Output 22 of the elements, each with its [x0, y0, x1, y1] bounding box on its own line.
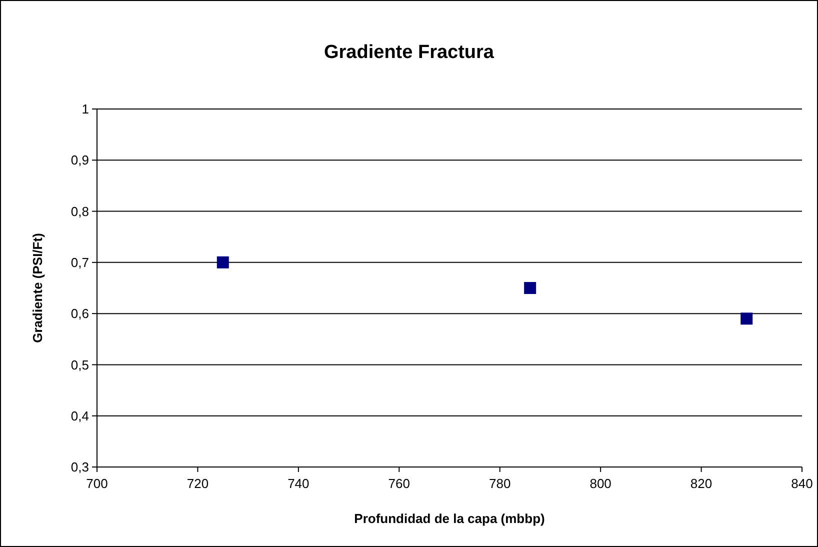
- y-tick-label: 0,4: [70, 408, 89, 424]
- y-tick-label: 0,3: [70, 460, 89, 475]
- x-tick-label: 820: [690, 476, 712, 491]
- x-tick-label: 780: [489, 476, 511, 491]
- y-tick-label: 0,8: [70, 204, 89, 219]
- point: [524, 282, 536, 294]
- y-tick-label: 0,6: [70, 306, 89, 322]
- point: [740, 312, 753, 325]
- y-tick-label: 0,5: [70, 357, 89, 372]
- y-tick-label: 0,9: [70, 152, 89, 168]
- x-tick-label: 740: [288, 476, 310, 491]
- x-tick-label: 800: [590, 476, 612, 491]
- x-axis-title: Profundidad de la capa (mbbp): [354, 511, 545, 526]
- point: [216, 256, 229, 268]
- y-tick-label: 0,7: [70, 254, 89, 270]
- x-tick-label: 720: [186, 476, 209, 491]
- x-tick-label: 760: [388, 476, 410, 491]
- chart-title: Gradiente Fractura: [324, 42, 494, 63]
- x-tick-label: 700: [86, 476, 108, 491]
- y-tick-label: 1: [82, 102, 89, 117]
- x-tick-label: 840: [791, 476, 813, 491]
- y-axis-title: Gradiente (PSI/Ft): [30, 233, 45, 343]
